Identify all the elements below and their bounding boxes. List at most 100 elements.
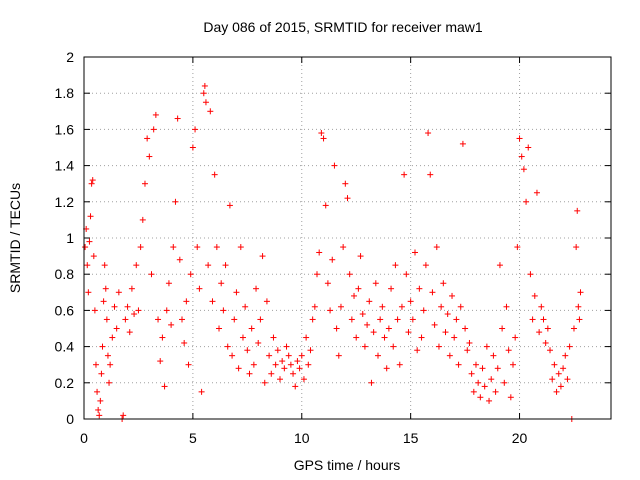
data-point: [111, 303, 118, 310]
x-tick-label: 5: [189, 430, 197, 446]
x-axis-label: GPS time / hours: [294, 457, 401, 473]
data-point: [468, 370, 475, 377]
data-point: [398, 303, 405, 310]
data-point: [435, 343, 442, 350]
data-point: [409, 316, 416, 323]
data-point: [359, 311, 366, 318]
data-point: [174, 115, 181, 122]
data-point: [201, 82, 208, 89]
data-point: [99, 343, 106, 350]
data-point: [574, 207, 581, 214]
data-point: [172, 198, 179, 205]
data-point: [248, 325, 255, 332]
data-point: [263, 298, 270, 305]
data-point: [327, 307, 334, 314]
data-point: [94, 388, 101, 395]
data-point: [392, 262, 399, 269]
data-point: [187, 271, 194, 278]
data-point: [296, 365, 303, 372]
y-tick-label: 0.2: [55, 375, 75, 391]
data-point: [451, 334, 458, 341]
data-point: [507, 394, 514, 401]
chart-title: Day 086 of 2015, SRMTID for receiver maw…: [203, 19, 483, 35]
data-point: [575, 303, 582, 310]
data-point: [337, 303, 344, 310]
data-point: [431, 321, 438, 328]
data-point: [553, 388, 560, 395]
data-point: [176, 256, 183, 263]
data-point: [520, 166, 527, 173]
data-point: [459, 140, 466, 147]
data-point: [133, 262, 140, 269]
data-point: [211, 171, 218, 178]
data-point: [353, 334, 360, 341]
data-point: [84, 262, 91, 269]
data-point: [294, 358, 301, 365]
data-point: [322, 202, 329, 209]
data-point: [104, 352, 111, 359]
data-point: [464, 347, 471, 354]
y-tick-label: 1.4: [55, 158, 75, 174]
data-point: [462, 325, 469, 332]
data-point: [244, 347, 251, 354]
data-point: [255, 339, 262, 346]
data-point: [438, 303, 445, 310]
data-point: [181, 339, 188, 346]
data-point: [90, 253, 97, 260]
data-point: [165, 280, 172, 287]
data-point: [120, 412, 127, 419]
data-point: [547, 347, 554, 354]
data-point: [224, 343, 231, 350]
data-point: [372, 280, 379, 287]
data-point: [385, 325, 392, 332]
data-point: [131, 311, 138, 318]
data-point: [492, 388, 499, 395]
data-point: [318, 130, 325, 137]
data-point: [92, 361, 99, 368]
data-point: [85, 289, 92, 296]
data-point: [159, 334, 166, 341]
data-point: [287, 361, 294, 368]
data-point: [348, 316, 355, 323]
data-point: [503, 303, 510, 310]
data-point: [96, 412, 103, 419]
data-point: [566, 343, 573, 350]
data-point: [377, 316, 384, 323]
y-axis-label: SRMTID / TECUs: [7, 183, 23, 293]
data-point: [364, 321, 371, 328]
y-tick-label: 1: [66, 230, 74, 246]
data-point: [196, 285, 203, 292]
data-point: [453, 316, 460, 323]
data-point: [113, 325, 120, 332]
data-point: [86, 238, 93, 245]
data-point: [279, 358, 286, 365]
data-point: [505, 347, 512, 354]
data-point: [183, 298, 190, 305]
data-point: [425, 130, 432, 137]
data-point: [512, 334, 519, 341]
data-point: [290, 370, 297, 377]
data-point: [300, 376, 307, 383]
data-point: [146, 153, 153, 160]
gridlines: [84, 57, 611, 419]
data-point: [178, 316, 185, 323]
data-point: [494, 365, 501, 372]
data-point: [107, 361, 114, 368]
data-point: [253, 285, 260, 292]
data-point: [144, 135, 151, 142]
data-point: [510, 361, 517, 368]
data-point: [97, 397, 104, 404]
data-point: [396, 361, 403, 368]
data-point: [106, 379, 113, 386]
data-point: [370, 329, 377, 336]
data-point: [420, 307, 427, 314]
data-point: [261, 379, 268, 386]
data-point: [381, 334, 388, 341]
data-point: [335, 352, 342, 359]
data-point: [479, 365, 486, 372]
data-point: [342, 180, 349, 187]
data-point: [333, 325, 340, 332]
data-point: [103, 316, 110, 323]
data-point: [231, 316, 238, 323]
